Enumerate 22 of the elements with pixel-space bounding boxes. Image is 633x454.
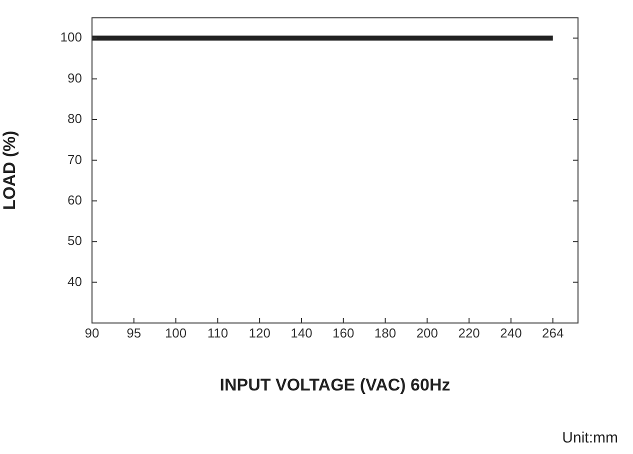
x-tick-label: 264 — [542, 325, 564, 340]
x-axis-title: INPUT VOLTAGE (VAC) 60Hz — [220, 375, 450, 394]
x-tick-label: 200 — [416, 325, 438, 340]
x-tick-label: 140 — [290, 325, 312, 340]
y-tick-label: 100 — [60, 30, 82, 45]
y-tick-label: 50 — [68, 233, 82, 248]
x-tick-label: 90 — [84, 325, 100, 340]
text: Unit:mm — [562, 430, 618, 447]
y-tick-label: 60 — [68, 192, 82, 208]
x-tick-label: 240 — [500, 325, 522, 340]
y-tick-label: 40 — [68, 274, 82, 289]
x-tick-label: 180 — [374, 325, 396, 340]
x-tick-label: 220 — [458, 325, 480, 340]
y-tick-label: 80 — [68, 111, 82, 126]
x-tick-label: 100 — [164, 325, 187, 340]
y-tick-label: 70 — [68, 152, 82, 167]
x-tick-label: 110 — [207, 325, 228, 340]
y-axis-title: LOAD (%) — [0, 130, 19, 210]
y-tick-label: 90 — [68, 70, 82, 86]
x-tick-label: 160 — [332, 325, 354, 340]
x-tick-label: 95 — [126, 325, 142, 340]
x-tick-label: 120 — [248, 325, 270, 340]
